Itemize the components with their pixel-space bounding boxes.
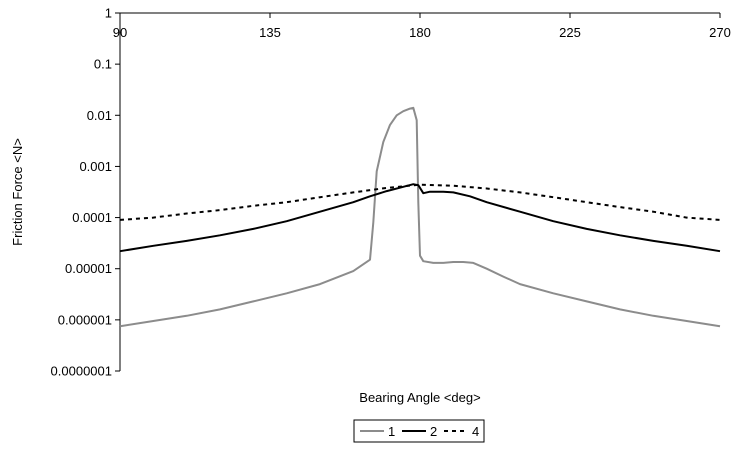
x-tick-label: 135	[259, 25, 281, 40]
y-tick-label: 1	[105, 6, 112, 21]
y-tick-label: 0.000001	[58, 312, 112, 327]
x-tick-label: 90	[113, 25, 127, 40]
series-line-1	[119, 106, 721, 328]
y-tick-label: 0.001	[79, 159, 112, 174]
y-tick-label: 0.0001	[72, 210, 112, 225]
x-tick-label: 180	[409, 25, 431, 40]
y-tick-label: 0.0000001	[51, 364, 112, 379]
legend-label-1: 1	[388, 424, 395, 439]
legend-label-4: 4	[472, 424, 479, 439]
series-line-4	[119, 183, 721, 221]
axes: 0.0000001 0.000001 0.00001 0.0001 0.001 0.01 0…	[51, 6, 731, 379]
y-tick-label: 0.00001	[65, 261, 112, 276]
x-axis-label: Bearing Angle <deg>	[359, 390, 480, 405]
x-tick-label: 225	[559, 25, 581, 40]
legend: 1 2 4	[353, 419, 485, 443]
legend-label-2: 2	[430, 424, 437, 439]
y-axis-label: Friction Force <N>	[10, 138, 25, 246]
x-tick-label: 270	[709, 25, 731, 40]
series-line-2	[119, 183, 721, 253]
y-tick-label: 0.01	[87, 108, 112, 123]
series-lines	[119, 106, 721, 328]
y-tick-label: 0.1	[94, 57, 112, 72]
